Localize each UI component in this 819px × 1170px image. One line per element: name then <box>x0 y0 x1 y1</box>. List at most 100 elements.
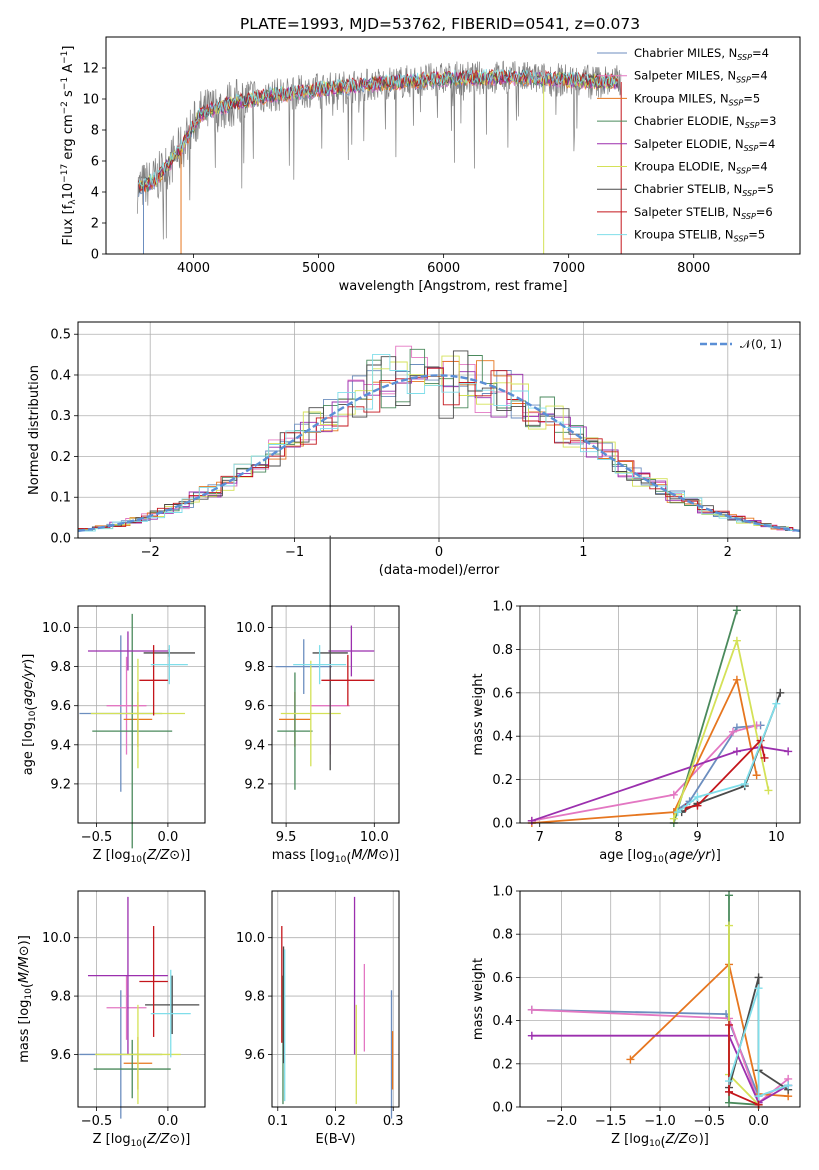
weight-line-kroupa_miles <box>531 676 758 824</box>
x-tick-label: 0 <box>435 545 443 560</box>
label-part: )] <box>180 1132 190 1147</box>
y-tick-label: 10.0 <box>236 621 265 636</box>
x-axis-label: Z [log10(Z/Z⊙)] <box>611 1132 709 1150</box>
weight-marker-kroupa_miles <box>752 771 761 780</box>
histogram-kroupa_stelib <box>77 353 800 538</box>
weight-marker-kroupa_stelib <box>772 699 781 708</box>
y-tick-label: 0.2 <box>50 450 71 465</box>
legend-label: Kroupa ELODIE, NSSP=4 <box>634 160 768 176</box>
label-part: mass [log <box>272 848 335 863</box>
weight-marker-salpeter_miles <box>527 1005 536 1014</box>
weight-marker-chabrier_stelib <box>754 973 763 982</box>
legend-part: Salpeter MILES, N <box>634 69 736 83</box>
weight-marker-kroupa_elodie <box>764 786 773 795</box>
model-spectrum-kroupa_miles <box>138 71 619 193</box>
legend-part: SSP <box>744 144 759 153</box>
weight-marker-chabrier_elodie <box>725 891 734 900</box>
weight-marker-salpeter_elodie <box>784 747 793 756</box>
x-tick-label: 4000 <box>177 261 210 276</box>
y-axis-label: Normed distribution <box>27 365 42 495</box>
weight-marker-chabrier_elodie <box>732 606 741 615</box>
label-part: age [log <box>599 848 652 863</box>
label-part: ( <box>661 1135 666 1150</box>
panels: 4000 5000 6000 7000 8000024681012wavelength … <box>17 36 801 1150</box>
legend-label: Salpeter ELODIE, NSSP=4 <box>634 137 775 153</box>
legend-part: Chabrier ELODIE, N <box>634 114 745 128</box>
weight-marker-salpeter_stelib <box>760 753 769 762</box>
label-part: 10 <box>28 710 38 722</box>
label-part: 10 <box>61 183 76 200</box>
legend-part: =5 <box>748 228 765 242</box>
legend-label: 𝒩(0, 1) <box>740 337 782 351</box>
y-tick-label: 10.0 <box>42 931 71 946</box>
legend-label: Chabrier MILES, NSSP=4 <box>634 46 769 62</box>
weight-marker-salpeter_stelib <box>725 1087 734 1096</box>
model-spectrum-salpeter_stelib <box>138 68 619 192</box>
legend-part: =4 <box>758 137 775 151</box>
y-tick-label: 9.8 <box>244 990 265 1005</box>
label-part: λ <box>68 199 78 205</box>
legend-part: =4 <box>751 160 768 174</box>
y-tick-label: 4 <box>91 186 99 201</box>
y-tick-label: 2 <box>91 217 99 232</box>
y-tick-label: 9.6 <box>50 1048 71 1063</box>
y-axis-label: mass weight <box>471 958 486 1040</box>
weight-marker-salpeter_elodie <box>732 747 741 756</box>
weight-line-salpeter_elodie <box>531 1034 789 1104</box>
y-tick-label: 0.0 <box>492 817 513 832</box>
x-tick-label: −2 <box>141 545 160 560</box>
y-tick-label: 9.6 <box>50 699 71 714</box>
legend-part: =4 <box>751 69 768 83</box>
weight-marker-salpeter_elodie <box>527 1031 536 1040</box>
label-part: ( <box>664 851 669 866</box>
label-part: ] <box>61 46 76 51</box>
weight-marker-kroupa_miles <box>626 1055 635 1064</box>
weight-line-salpeter_miles <box>531 724 757 822</box>
x-tick-label: 5000 <box>302 261 335 276</box>
label-part: Z/Z⊙ <box>146 1132 180 1147</box>
y-tick-label: 9.8 <box>50 990 71 1005</box>
x-tick-label: 0.2 <box>325 1114 346 1129</box>
weight-line-kroupa_elodie <box>672 637 770 820</box>
legend-part: =3 <box>760 114 777 128</box>
label-part: )] <box>711 848 721 863</box>
x-axis-label: mass [log10(M/M⊙)] <box>272 848 400 866</box>
y-tick-label: 0.4 <box>492 1014 513 1029</box>
label-part: 10 <box>652 855 664 865</box>
axes-frame <box>77 321 801 539</box>
y-tick-label: 0.2 <box>492 773 513 788</box>
legend-part: SSP <box>745 121 760 130</box>
x-tick-label: 1 <box>579 545 587 560</box>
normal-curve <box>77 374 801 533</box>
x-axis-label: E(B-V) <box>315 1132 355 1147</box>
axes-frame <box>77 605 206 824</box>
legend-label: Chabrier STELIB, NSSP=5 <box>634 182 774 198</box>
weight-marker-kroupa_stelib <box>740 779 749 788</box>
y-tick-label: 0.3 <box>50 409 71 424</box>
label-part: ( <box>142 1135 147 1150</box>
label-part: 10 <box>131 855 143 865</box>
model-spectrum-chabrier_stelib <box>138 69 619 193</box>
y-tick-label: 8 <box>91 124 99 139</box>
weight-marker-kroupa_elodie <box>669 814 678 823</box>
legend-part: SSP <box>741 212 756 221</box>
x-tick-label: 0.0 <box>158 830 179 845</box>
legend-part: =4 <box>752 46 769 60</box>
axes-frame <box>519 605 801 824</box>
legend-label: Salpeter STELIB, NSSP=6 <box>634 205 773 221</box>
figure-title: PLATE=1993, MJD=53762, FIBERID=0541, z=0… <box>240 15 640 33</box>
x-axis-label: Z [log10(Z/Z⊙)] <box>93 1132 191 1150</box>
spectrum-panel: 4000 5000 6000 7000 8000 0 2 4 6 8 10 12 wavelength … <box>60 36 801 294</box>
y-tick-label: 0.8 <box>492 643 513 658</box>
axes-frame <box>105 36 801 255</box>
label-part: Z [log <box>611 1132 649 1147</box>
y-tick-label: 10 <box>82 93 99 108</box>
age-vs-z-panel: −0.5 0.09.29.49.69.810.0Z [log10(Z/Z⊙)]ag… <box>21 605 206 866</box>
y-tick-label: 0 <box>91 248 99 263</box>
label-part: Flux [f <box>61 204 76 245</box>
axes-frame <box>271 890 400 1108</box>
label-part: age/yr <box>669 848 712 863</box>
label-part: Z/Z⊙ <box>665 1132 699 1147</box>
label-part: −1 <box>60 77 70 90</box>
x-axis-label: wavelength [Angstrom, rest frame] <box>339 279 568 294</box>
